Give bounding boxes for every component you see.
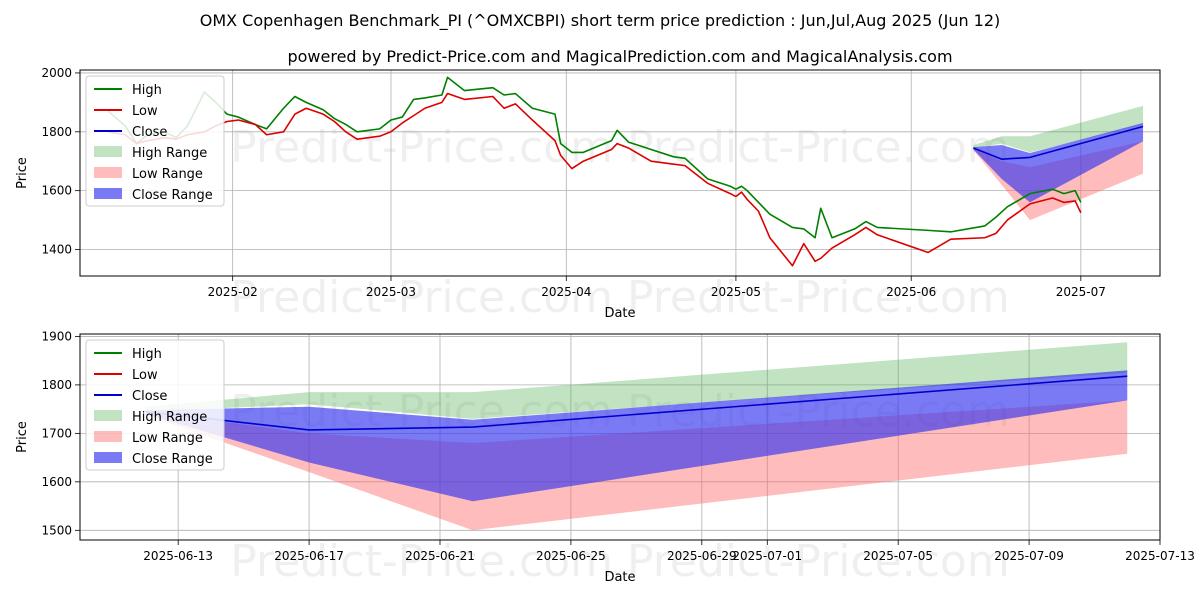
lower-axes-frame (79, 333, 1161, 541)
lower-x-tick-label: 2025-07-05 (863, 549, 933, 563)
lower-x-tick-label: 2025-06-17 (274, 549, 344, 563)
lower-x-tick-label: 2025-06-25 (536, 549, 606, 563)
upper-x-tick-label: 2025-02 (208, 285, 258, 299)
lower-panel: Predict-Price.com Predict-Price.comPredi… (15, 329, 1195, 587)
upper-watermark-2: Predict-Price.com Predict-Price.com (230, 272, 1009, 323)
lower-legend-label: Low Range (132, 431, 203, 446)
lower-legend-label: Low (132, 368, 158, 383)
lower-x-tick-label: 2025-07-13 (1125, 549, 1195, 563)
upper-legend-swatch-close-range (94, 188, 122, 199)
lower-y-tick-label: 1600 (41, 475, 72, 489)
lower-y-axis-label: Price (15, 421, 30, 453)
lower-close-range-band (145, 370, 1128, 502)
lower-legend-label: Close (132, 389, 167, 404)
upper-legend-label: High (132, 83, 162, 98)
upper-y-tick-label: 1400 (41, 243, 72, 257)
lower-plot-area (145, 342, 1128, 531)
upper-x-tick-label: 2025-05 (711, 285, 761, 299)
upper-x-tick-label: 2025-04 (541, 285, 591, 299)
upper-panel: Predict-Price.com Predict-Price.com Predi… (15, 66, 1161, 323)
upper-high-range-band (973, 105, 1144, 153)
lower-x-axis-label: Date (604, 570, 635, 585)
upper-legend-label: Close Range (132, 188, 213, 203)
upper-legend-label: Close (132, 125, 167, 140)
lower-legend-box (85, 339, 225, 471)
upper-legend: High Low Close High Range Low Range Close Ran… (85, 75, 225, 207)
lower-legend-label: High (132, 347, 162, 362)
upper-x-tick-label: 2025-07 (1056, 285, 1106, 299)
upper-legend-swatch-high-range (94, 146, 122, 157)
lower-legend-label: High Range (132, 410, 207, 425)
lower-x-tick-label: 2025-07-01 (732, 549, 802, 563)
upper-legend-box (85, 75, 225, 207)
upper-x-tick-label: 2025-06 (886, 285, 936, 299)
lower-x-tick-label: 2025-06-13 (143, 549, 213, 563)
lower-legend-swatch-low-range (94, 431, 122, 442)
lower-close-line (145, 375, 1128, 431)
lower-watermark-2: Predict-Price.com Predict-Price.com (230, 536, 1009, 587)
upper-watermark-1: Predict-Price.com Predict-Price.com (230, 122, 1009, 173)
lower-high-range-band (145, 342, 1128, 419)
upper-y-tick-label: 1800 (41, 125, 72, 139)
chart-subtitle: powered by Predict-Price.com and Magical… (287, 47, 952, 66)
lower-x-tick-label: 2025-06-29 (667, 549, 737, 563)
upper-axes-frame (79, 69, 1161, 277)
upper-legend-label: Low Range (132, 167, 203, 182)
lower-legend-label: Close Range (132, 452, 213, 467)
chart-title: OMX Copenhagen Benchmark_PI (^OMXCBPI) s… (200, 11, 1001, 31)
upper-y-tick-label: 2000 (41, 66, 72, 80)
lower-legend-swatch-close-range (94, 452, 122, 463)
lower-legend: High Low Close High Range Low Range Close Ran… (85, 339, 225, 471)
upper-legend-label: High Range (132, 146, 207, 161)
lower-legend-swatch-high-range (94, 410, 122, 421)
upper-legend-label: Low (132, 104, 158, 119)
upper-plot-area (107, 76, 1144, 267)
lower-y-tick-label: 1700 (41, 426, 72, 440)
upper-y-axis-label: Price (15, 157, 30, 189)
upper-close-range-band (973, 122, 1144, 203)
upper-y-tick-label: 1600 (41, 184, 72, 198)
upper-close-line (973, 125, 1144, 160)
upper-x-tick-label: 2025-03 (366, 285, 416, 299)
upper-legend-swatch-low-range (94, 167, 122, 178)
lower-x-tick-label: 2025-06-21 (405, 549, 475, 563)
upper-x-axis-label: Date (604, 306, 635, 321)
upper-low-line (108, 92, 1082, 267)
lower-y-tick-label: 1900 (41, 329, 72, 343)
lower-x-tick-label: 2025-07-09 (994, 549, 1064, 563)
lower-y-tick-label: 1500 (41, 523, 72, 537)
lower-y-tick-label: 1800 (41, 378, 72, 392)
